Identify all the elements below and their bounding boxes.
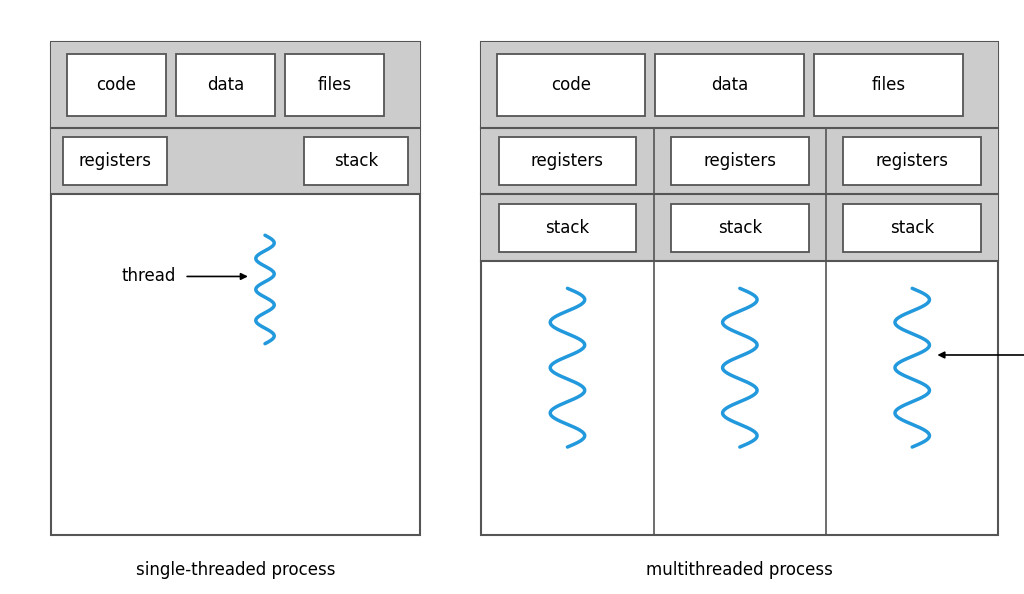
Bar [304, 137, 408, 185]
Text: files: files [317, 75, 351, 94]
Text: stack: stack [718, 219, 762, 236]
Bar [481, 42, 998, 535]
Bar [176, 53, 274, 116]
Bar [655, 53, 804, 116]
Bar [63, 137, 167, 185]
Text: code: code [96, 75, 136, 94]
Bar [671, 204, 809, 252]
Bar [67, 53, 166, 116]
Text: stack: stack [334, 152, 378, 170]
Text: files: files [871, 75, 905, 94]
Bar [499, 137, 636, 185]
Bar [671, 137, 809, 185]
Bar [51, 42, 420, 128]
Text: data: data [711, 75, 749, 94]
Bar [844, 137, 981, 185]
Bar [826, 194, 998, 261]
Text: thread: thread [122, 267, 176, 286]
Bar [497, 53, 645, 116]
Text: stack: stack [890, 219, 934, 236]
Bar [481, 128, 653, 194]
Text: data: data [207, 75, 244, 94]
Bar [481, 42, 998, 128]
Bar [499, 204, 636, 252]
Bar [51, 128, 420, 194]
Text: registers: registers [531, 152, 604, 170]
Bar [51, 42, 420, 535]
Text: registers: registers [876, 152, 948, 170]
Bar [814, 53, 963, 116]
Bar [285, 53, 384, 116]
Bar [653, 194, 826, 261]
Text: code: code [551, 75, 591, 94]
Text: registers: registers [703, 152, 776, 170]
Text: multithreaded process: multithreaded process [646, 561, 834, 579]
Text: single-threaded process: single-threaded process [136, 561, 335, 579]
Bar [481, 194, 653, 261]
Text: stack: stack [546, 219, 590, 236]
Text: registers: registers [79, 152, 152, 170]
Bar [844, 204, 981, 252]
Bar [653, 128, 826, 194]
Bar [826, 128, 998, 194]
